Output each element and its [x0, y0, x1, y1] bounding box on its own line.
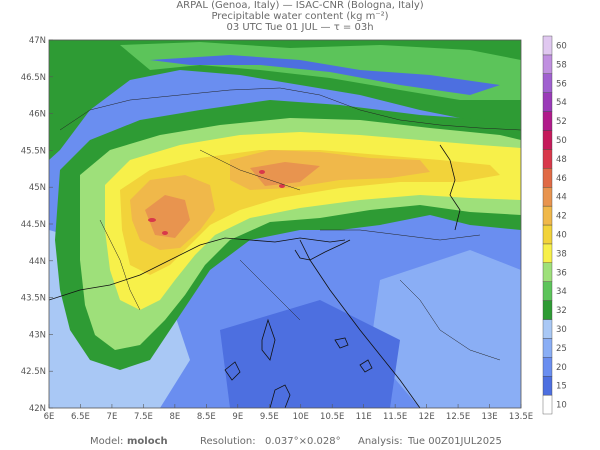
- field-gold-band: [120, 150, 500, 275]
- colorbar-swatch: [542, 224, 553, 245]
- field-red-spot-4: [279, 184, 285, 188]
- colorbar-swatch: [542, 186, 553, 207]
- lat-tick-label: 43N: [29, 330, 46, 340]
- colorbar-label: 44: [556, 193, 567, 203]
- colorbar-label: 34: [556, 287, 567, 297]
- colorbar-label: 36: [556, 268, 567, 278]
- resolution-label: Resolution:: [200, 436, 256, 447]
- colorbar-label: 50: [556, 136, 567, 146]
- colorbar-label: 38: [556, 249, 567, 259]
- colorbar-swatch: [542, 149, 553, 169]
- lon-tick-label: 7.5E: [134, 412, 153, 422]
- colorbar-label: 30: [556, 325, 567, 335]
- colorbar-label: 52: [556, 117, 567, 127]
- colorbar-swatch: [542, 54, 553, 75]
- coastlines: [49, 144, 461, 408]
- colorbar-swatch: [542, 394, 553, 415]
- lon-tick-label: 11E: [356, 412, 372, 422]
- lat-tick-label: 46N: [29, 110, 46, 120]
- lat-tick-label: 44N: [29, 257, 46, 267]
- lon-tick-label: 8E: [169, 412, 180, 422]
- model-label: Model:: [90, 436, 124, 447]
- colorbar-swatch: [542, 168, 553, 188]
- colorbar-swatch: [542, 92, 553, 112]
- colorbar-label: 54: [556, 98, 567, 108]
- lat-axis: 47N 46.5N 46N 45.5N 45N 44.5N 44N 43.5N 43N 42.5N…: [21, 36, 53, 414]
- field-darkorange-core: [145, 195, 190, 238]
- lon-tick-label: 13.5E: [509, 412, 533, 422]
- model-value: moloch: [127, 436, 168, 447]
- colorbar-label: 20: [556, 363, 567, 373]
- colorbar-swatch: [542, 111, 553, 131]
- lon-tick-label: 13E: [481, 412, 497, 422]
- colorbar-label: 40: [556, 230, 567, 240]
- header-institutions: ARPAL (Genoa, Italy) — ISAC-CNR (Bologna…: [176, 0, 424, 11]
- borders: [59, 87, 521, 361]
- colorbar-swatch: [542, 281, 553, 301]
- field-light-blue-east: [370, 250, 521, 408]
- lon-tick-label: 9.5E: [260, 412, 279, 422]
- field-blue-alps: [150, 55, 500, 95]
- lat-tick-label: 46.5N: [21, 73, 46, 83]
- field-red-spot-3: [259, 170, 265, 174]
- colorbar-swatch: [542, 357, 553, 377]
- field-red-spot-2: [162, 231, 168, 235]
- colorbar-swatch: [542, 35, 553, 56]
- colorbar-swatch: [542, 376, 553, 396]
- lat-tick-label: 47N: [29, 36, 46, 46]
- colorbar-label: 56: [556, 79, 567, 89]
- colorbar-swatch: [542, 338, 553, 358]
- field-red-spot-1: [148, 218, 156, 222]
- lon-tick-label: 6E: [44, 412, 55, 422]
- colorbar-label: 42: [556, 212, 567, 222]
- colorbar-swatch: [542, 243, 553, 263]
- lon-tick-label: 12E: [419, 412, 435, 422]
- chart-header: ARPAL (Genoa, Italy) — ISAC-CNR (Bologna…: [0, 0, 600, 33]
- colorbar-label: 10: [556, 401, 567, 411]
- map-field: [49, 40, 521, 408]
- analysis-label: Analysis:: [358, 436, 403, 447]
- lat-tick-label: 45N: [29, 183, 46, 193]
- resolution-value: 0.037°×0.028°: [265, 436, 341, 447]
- colorbar-swatch: [542, 300, 553, 320]
- field-darkorange-core-2: [250, 162, 320, 186]
- colorbar-swatch: [542, 319, 553, 339]
- header-variable: Precipitable water content (kg m⁻²): [211, 11, 389, 22]
- colorbar-label: 58: [556, 60, 567, 70]
- colorbar-swatch: [542, 73, 553, 93]
- lat-tick-label: 44.5N: [21, 220, 46, 230]
- lon-tick-label: 11.5E: [383, 412, 407, 422]
- lon-tick-label: 10E: [293, 412, 309, 422]
- field-darker-blue: [220, 300, 400, 408]
- header-time: 03 UTC Tue 01 JUL — τ = 03h: [226, 22, 374, 33]
- analysis-value: Tue 00Z01JUL2025: [408, 436, 502, 447]
- colorbar-label: 60: [556, 41, 567, 51]
- lon-axis: 6E 6.5E 7E 7.5E 8E 8.5E 9E 9.5E 10E 10.5E 11E 11.5E…: [44, 404, 533, 422]
- lon-tick-label: 8.5E: [197, 412, 216, 422]
- colorbar-swatch: [542, 130, 553, 150]
- lat-tick-label: 42N: [29, 404, 46, 414]
- colorbar-label: 15: [556, 382, 567, 392]
- colorbar-label: 48: [556, 155, 567, 165]
- colorbar-label: 32: [556, 306, 567, 316]
- colorbar-label: 46: [556, 174, 567, 184]
- lat-tick-label: 42.5N: [21, 367, 46, 377]
- lon-tick-label: 7E: [107, 412, 118, 422]
- colorbar: 10 15 20 25 30 32 34 36 38 40 42 44 46 48 50 52 54 56 58 60: [542, 35, 567, 415]
- lon-tick-label: 9E: [232, 412, 243, 422]
- lon-tick-label: 6.5E: [71, 412, 90, 422]
- lon-tick-label: 10.5E: [320, 412, 344, 422]
- lat-tick-label: 45.5N: [21, 146, 46, 156]
- colorbar-swatch: [542, 262, 553, 282]
- colorbar-swatch: [542, 205, 553, 226]
- lat-tick-label: 43.5N: [21, 294, 46, 304]
- colorbar-label: 25: [556, 344, 567, 354]
- lon-tick-label: 12.5E: [446, 412, 470, 422]
